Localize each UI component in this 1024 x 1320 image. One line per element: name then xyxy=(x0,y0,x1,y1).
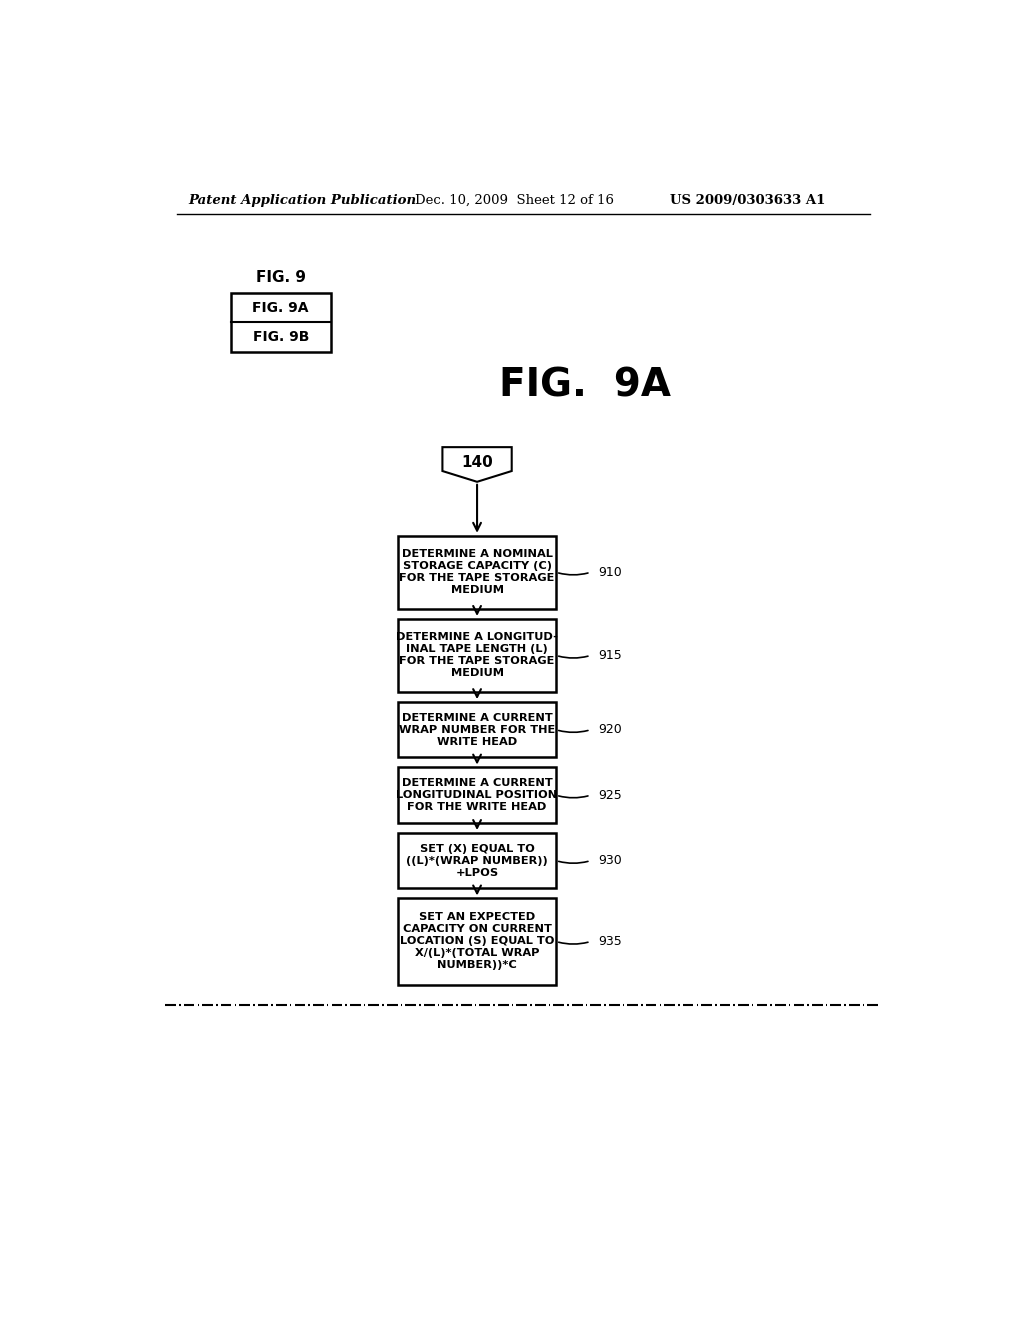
Text: 930: 930 xyxy=(598,854,623,867)
Polygon shape xyxy=(442,447,512,482)
Bar xyxy=(398,536,556,609)
Text: Dec. 10, 2009  Sheet 12 of 16: Dec. 10, 2009 Sheet 12 of 16 xyxy=(416,194,614,207)
Text: Patent Application Publication: Patent Application Publication xyxy=(188,194,417,207)
Text: FIG. 9A: FIG. 9A xyxy=(253,301,309,314)
Text: DETERMINE A LONGITUD-
INAL TAPE LENGTH (L)
FOR THE TAPE STORAGE
MEDIUM: DETERMINE A LONGITUD- INAL TAPE LENGTH (… xyxy=(396,632,558,678)
Bar xyxy=(398,767,556,822)
Bar xyxy=(398,702,556,758)
Text: SET AN EXPECTED
CAPACITY ON CURRENT
LOCATION (S) EQUAL TO
X/(L)*(TOTAL WRAP
NUMB: SET AN EXPECTED CAPACITY ON CURRENT LOCA… xyxy=(399,912,554,970)
Text: DETERMINE A CURRENT
WRAP NUMBER FOR THE
WRITE HEAD: DETERMINE A CURRENT WRAP NUMBER FOR THE … xyxy=(399,713,555,747)
Text: 935: 935 xyxy=(598,935,623,948)
Text: 920: 920 xyxy=(598,723,623,737)
Text: US 2009/0303633 A1: US 2009/0303633 A1 xyxy=(670,194,825,207)
Text: FIG. 9: FIG. 9 xyxy=(256,271,306,285)
Bar xyxy=(398,899,556,985)
Bar xyxy=(398,619,556,692)
Text: DETERMINE A CURRENT
LONGITUDINAL POSITION
FOR THE WRITE HEAD: DETERMINE A CURRENT LONGITUDINAL POSITIO… xyxy=(396,779,558,812)
Text: DETERMINE A NOMINAL
STORAGE CAPACITY (C)
FOR THE TAPE STORAGE
MEDIUM: DETERMINE A NOMINAL STORAGE CAPACITY (C)… xyxy=(399,549,555,595)
Text: 910: 910 xyxy=(598,566,623,578)
Text: SET (X) EQUAL TO
((L)*(WRAP NUMBER))
+LPOS: SET (X) EQUAL TO ((L)*(WRAP NUMBER)) +LP… xyxy=(407,843,548,878)
Bar xyxy=(398,833,556,888)
Bar xyxy=(230,293,331,351)
Text: 915: 915 xyxy=(598,649,623,661)
Text: FIG.  9A: FIG. 9A xyxy=(499,367,671,404)
Text: 925: 925 xyxy=(598,788,623,801)
Text: 140: 140 xyxy=(461,455,493,470)
Text: FIG. 9B: FIG. 9B xyxy=(253,330,309,345)
